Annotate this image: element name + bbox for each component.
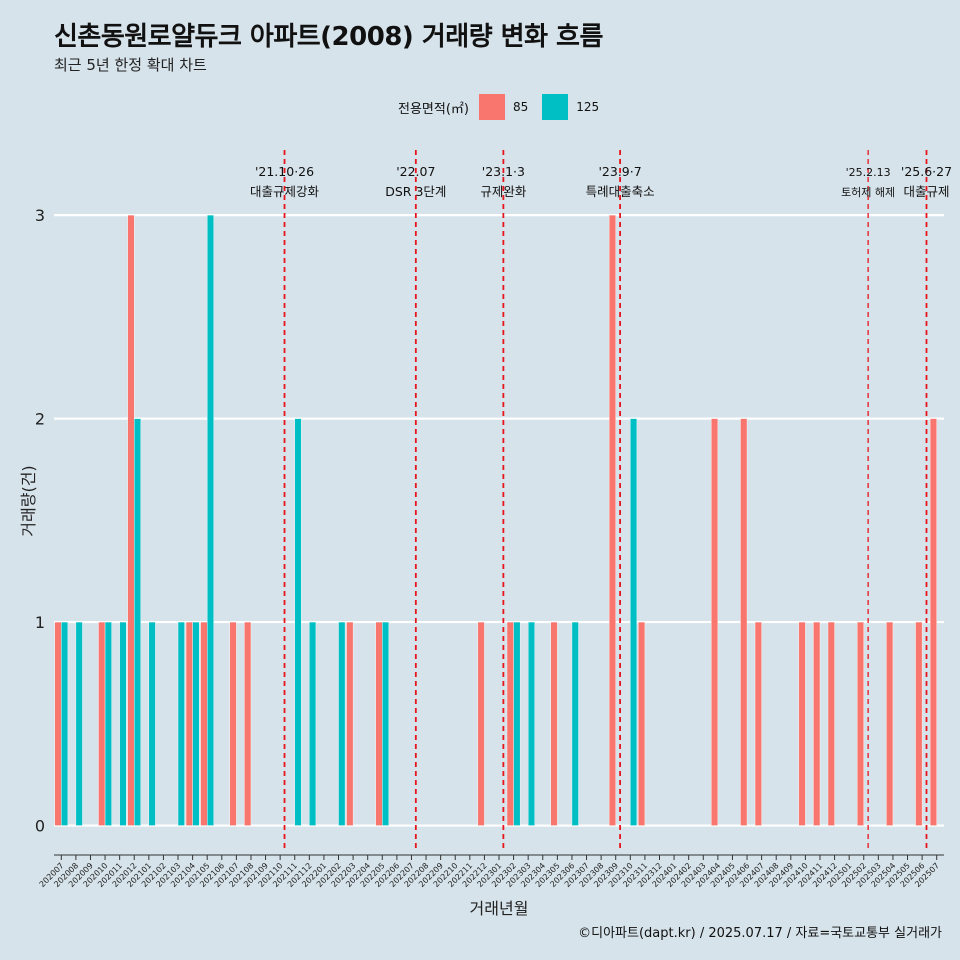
bar-202411-85 — [813, 621, 821, 826]
bar-202205-125 — [382, 621, 390, 826]
bar-202205-85 — [375, 621, 383, 826]
bar-202203-85 — [346, 621, 354, 826]
bar-202202-125 — [338, 621, 346, 826]
bar-202012-125 — [134, 418, 142, 826]
bar-202007-125 — [61, 621, 69, 826]
y-tick-label: 1 — [35, 613, 45, 632]
bar-202502-85 — [856, 621, 864, 826]
x-axis-title: 거래년월 — [470, 899, 529, 918]
bar-202305-85 — [550, 621, 558, 826]
bar-202112-125 — [309, 621, 317, 826]
y-axis-title: 거래량(건) — [19, 465, 38, 536]
annotation-label-0: 대출규제강화 — [250, 184, 320, 199]
bar-202105-125 — [206, 214, 214, 826]
bar-202507-85 — [929, 418, 937, 826]
y-tick-label: 3 — [35, 206, 45, 225]
legend-key-125 — [542, 94, 569, 120]
caption: ©디아파트(dapt.kr) / 2025.07.17 / 자료=국토교통부 실… — [578, 926, 942, 941]
bar-202007-85 — [54, 621, 62, 826]
annotation-date-4: '25.2.13 — [846, 166, 891, 179]
legend-title: 전용면적(㎡) — [398, 101, 469, 117]
chart-title: 신촌동원로얄듀크 아파트(2008) 거래량 변화 흐름 — [54, 22, 603, 52]
bar-202104-125 — [192, 621, 200, 826]
bar-202008-125 — [75, 621, 83, 826]
bar-202410-85 — [798, 621, 806, 826]
bar-202412-85 — [827, 621, 835, 826]
bar-202111-125 — [294, 418, 302, 826]
bar-202302-85 — [506, 621, 514, 826]
chart-subtitle: 최근 5년 한정 확대 차트 — [54, 56, 207, 74]
annotation-date-2: '23.1·3 — [482, 164, 525, 179]
bar-202407-85 — [754, 621, 762, 826]
bar-202404-85 — [711, 418, 719, 826]
bar-202011-125 — [119, 621, 127, 826]
annotation-date-3: '23.9·7 — [598, 164, 641, 179]
bar-202010-125 — [104, 621, 112, 826]
legend-label-85: 85 — [512, 100, 529, 114]
legend-label-125: 125 — [576, 100, 600, 114]
y-tick-label: 2 — [35, 410, 45, 429]
annotation-label-5: 대출규제 — [903, 184, 949, 199]
bar-202504-85 — [886, 621, 894, 826]
bar-202406-85 — [740, 418, 748, 826]
bar-202010-85 — [98, 621, 106, 826]
bar-202108-85 — [244, 621, 252, 826]
bar-202306-125 — [571, 621, 579, 826]
bar-202311-85 — [638, 621, 646, 826]
annotation-date-1: '22.07 — [396, 164, 435, 179]
bar-202107-85 — [229, 621, 237, 826]
annotation-label-2: 규제완화 — [480, 184, 527, 199]
bar-202506-85 — [915, 621, 923, 826]
bar-202104-85 — [185, 621, 193, 826]
bar-202309-85 — [608, 214, 616, 826]
bar-202101-125 — [148, 621, 156, 826]
y-tick-label: 0 — [35, 817, 45, 836]
annotation-date-5: '25.6·27 — [901, 164, 952, 179]
legend: 전용면적(㎡) 85 125 — [398, 94, 613, 120]
bar-202012-85 — [127, 214, 135, 826]
bar-202302-125 — [513, 621, 521, 826]
legend-key-85 — [478, 94, 505, 120]
bar-202105-85 — [200, 621, 208, 826]
annotation-label-4: 토허제 해제 — [841, 185, 895, 199]
annotation-date-0: '21.10·26 — [255, 164, 314, 179]
bar-202103-125 — [177, 621, 185, 826]
annotation-label-3: 특례대출축소 — [586, 184, 655, 199]
bar-202212-85 — [477, 621, 485, 826]
annotation-label-1: DSR 3단계 — [385, 184, 446, 199]
bar-202303-125 — [527, 621, 535, 826]
bar-202310-125 — [630, 418, 638, 826]
